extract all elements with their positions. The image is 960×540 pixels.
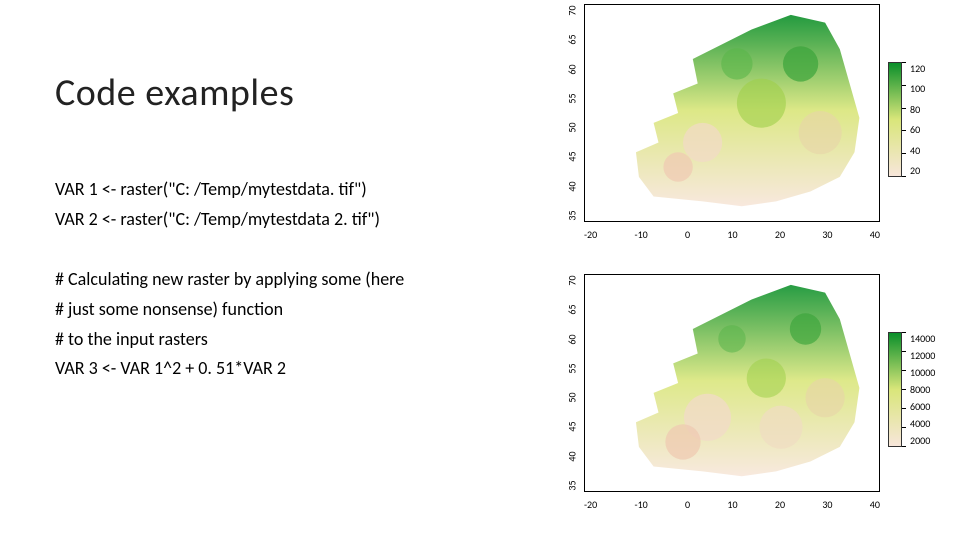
axis-tick-label: 70 — [565, 275, 578, 285]
color-legend: 14000 12000 10000 8000 6000 4000 2000 — [888, 332, 950, 447]
axis-tick-label: -10 — [635, 498, 648, 516]
legend-gradient-bar — [888, 332, 902, 447]
axis-tick-label: 65 — [565, 305, 578, 315]
legend-label: 6000 — [910, 400, 935, 413]
axis-tick-label: -20 — [584, 228, 597, 246]
axis-tick-label: 50 — [565, 393, 578, 403]
axis-tick-label: 30 — [822, 498, 832, 516]
axis-tick-label: 0 — [685, 228, 690, 246]
axis-tick-label: 55 — [565, 93, 578, 103]
axis-tick-label: 10 — [727, 228, 737, 246]
axis-tick-label: 30 — [822, 228, 832, 246]
y-axis-labels: 35 40 45 50 55 60 65 70 — [560, 274, 584, 492]
code-comment: # Calculating new raster by applying som… — [55, 266, 540, 294]
code-line: VAR 2 <- raster("C: /Temp/mytestdata 2. … — [55, 206, 540, 234]
legend-label: 4000 — [910, 417, 935, 430]
plot-area — [584, 274, 880, 492]
axis-tick-label: 40 — [870, 498, 880, 516]
legend-label: 12000 — [910, 349, 935, 362]
page-title: Code examples — [55, 70, 540, 116]
legend-label: 14000 — [910, 332, 935, 345]
legend-label: 40 — [910, 144, 925, 157]
x-axis-labels: -20 -10 0 10 20 30 40 — [584, 228, 880, 246]
color-legend: 120 100 80 60 40 20 — [888, 62, 950, 177]
axis-tick-label: 65 — [565, 35, 578, 45]
plot-area — [584, 4, 880, 222]
legend-label: 80 — [910, 103, 925, 116]
axis-tick-label: 0 — [685, 498, 690, 516]
legend-gradient-bar — [888, 62, 902, 177]
code-comment: # just some nonsense) function — [55, 296, 540, 324]
legend-label: 60 — [910, 123, 925, 136]
axis-tick-label: 70 — [565, 5, 578, 15]
legend-label: 120 — [910, 62, 925, 75]
legend-label: 20 — [910, 164, 925, 177]
axis-tick-label: 20 — [775, 228, 785, 246]
text-column: Code examples VAR 1 <- raster("C: /Temp/… — [0, 0, 560, 540]
axis-tick-label: 40 — [870, 228, 880, 246]
y-axis-labels: 35 40 45 50 55 60 65 70 — [560, 4, 584, 222]
map-plot-2: 35 40 45 50 55 60 65 70 — [560, 272, 950, 522]
axis-tick-label: 45 — [565, 152, 578, 162]
axis-tick-label: 55 — [565, 363, 578, 373]
code-block: VAR 1 <- raster("C: /Temp/mytestdata. ti… — [55, 176, 540, 383]
axis-tick-label: 40 — [565, 451, 578, 461]
code-line: VAR 1 <- raster("C: /Temp/mytestdata. ti… — [55, 176, 540, 204]
legend-label: 2000 — [910, 434, 935, 447]
x-axis-labels: -20 -10 0 10 20 30 40 — [584, 498, 880, 516]
legend-label: 100 — [910, 82, 925, 95]
axis-tick-label: 35 — [565, 210, 578, 220]
code-comment: # to the input rasters — [55, 326, 540, 354]
axis-tick-label: 60 — [565, 334, 578, 344]
legend-labels: 14000 12000 10000 8000 6000 4000 2000 — [906, 332, 935, 447]
axis-tick-label: 50 — [565, 123, 578, 133]
axis-tick-label: 20 — [775, 498, 785, 516]
legend-label: 10000 — [910, 366, 935, 379]
axis-tick-label: -20 — [584, 498, 597, 516]
plots-column: 35 40 45 50 55 60 65 70 — [560, 0, 960, 540]
axis-tick-label: 45 — [565, 422, 578, 432]
axis-tick-label: 10 — [727, 498, 737, 516]
axis-tick-label: 40 — [565, 181, 578, 191]
axis-tick-label: 60 — [565, 64, 578, 74]
map-plot-1: 35 40 45 50 55 60 65 70 — [560, 2, 950, 252]
europe-raster-icon — [585, 5, 879, 221]
axis-tick-label: 35 — [565, 480, 578, 490]
legend-labels: 120 100 80 60 40 20 — [906, 62, 925, 177]
code-line: VAR 3 <- VAR 1^2 + 0. 51*VAR 2 — [55, 355, 540, 383]
europe-raster-icon — [585, 275, 879, 491]
axis-tick-label: -10 — [635, 228, 648, 246]
legend-label: 8000 — [910, 383, 935, 396]
